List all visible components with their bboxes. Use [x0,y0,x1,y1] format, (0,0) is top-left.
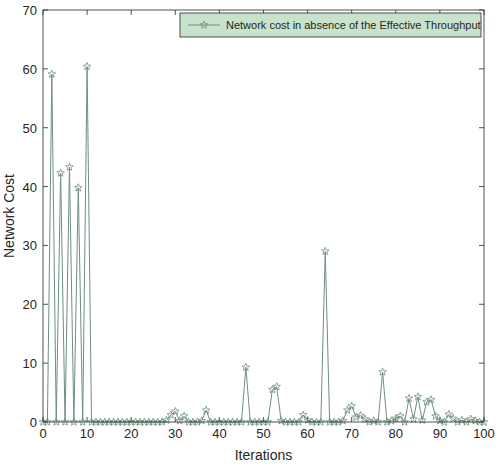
y-tick [479,68,484,69]
point [410,415,418,422]
legend: Network cost in absence of the Effective… [180,13,481,37]
chart: 0 10 20 30 40 50 60 70 80 90 100 0 10 20 30 40 50 60 70 Ite… [0,0,500,472]
x-axis-label: Iterations [235,447,293,463]
y-tick [43,127,48,128]
point [202,406,210,413]
point [396,412,404,419]
point [74,184,82,191]
point [379,368,387,375]
plot-frame [43,10,484,422]
x-tick-label: 20 [124,426,138,441]
y-tick [43,304,48,305]
point [405,394,413,401]
x-tick [131,10,132,15]
x-tick [87,417,88,422]
x-tick-label: 50 [256,426,270,441]
x-tick-label: 90 [433,426,447,441]
point [339,417,347,424]
x-tick-label: 30 [168,426,182,441]
x-tick-label: 0 [39,426,46,441]
point [432,412,440,419]
point [299,411,307,418]
y-tick-label: 40 [23,180,37,195]
legend-line [188,25,220,26]
y-tick-label: 20 [23,297,37,312]
axes: 0 10 20 30 40 50 60 70 80 90 100 0 10 20 30 40 50 60 70 [23,3,495,441]
y-tick [479,127,484,128]
point [361,415,369,422]
point [172,407,180,414]
y-tick [479,304,484,305]
point [198,417,206,424]
plot-data [39,63,488,426]
y-tick [43,68,48,69]
y-tick [479,363,484,364]
y-tick-label: 10 [23,356,37,371]
y-tick [479,186,484,187]
point [427,396,435,403]
point [242,363,250,370]
point [180,412,188,419]
point [83,63,91,70]
y-tick-label: 0 [30,415,37,430]
point [348,402,356,409]
y-tick [43,245,48,246]
x-tick-label: 70 [344,426,358,441]
x-tick-label: 100 [473,426,495,441]
point [66,163,74,170]
series-line [43,67,484,423]
legend-box [180,13,481,37]
point [321,247,329,254]
y-tick [43,186,48,187]
point [445,410,453,417]
x-tick [351,417,352,422]
legend-marker [200,21,208,28]
y-tick [479,245,484,246]
x-tick-label: 60 [300,426,314,441]
point [414,393,422,400]
point [273,383,281,390]
y-tick-label: 60 [23,62,37,77]
x-tick-label: 40 [212,426,226,441]
y-tick-label: 50 [23,121,37,136]
x-tick [87,10,88,15]
x-tick-label: 80 [389,426,403,441]
y-tick-label: 70 [23,3,37,18]
y-axis-label: Network Cost [1,174,17,258]
x-tick-label: 10 [80,426,94,441]
point [57,169,65,176]
point [48,70,56,77]
plot-bg [43,10,484,422]
y-tick [43,363,48,364]
legend-label: Network cost in absence of the Effective… [226,19,481,31]
x-tick [175,10,176,15]
y-tick-label: 30 [23,238,37,253]
